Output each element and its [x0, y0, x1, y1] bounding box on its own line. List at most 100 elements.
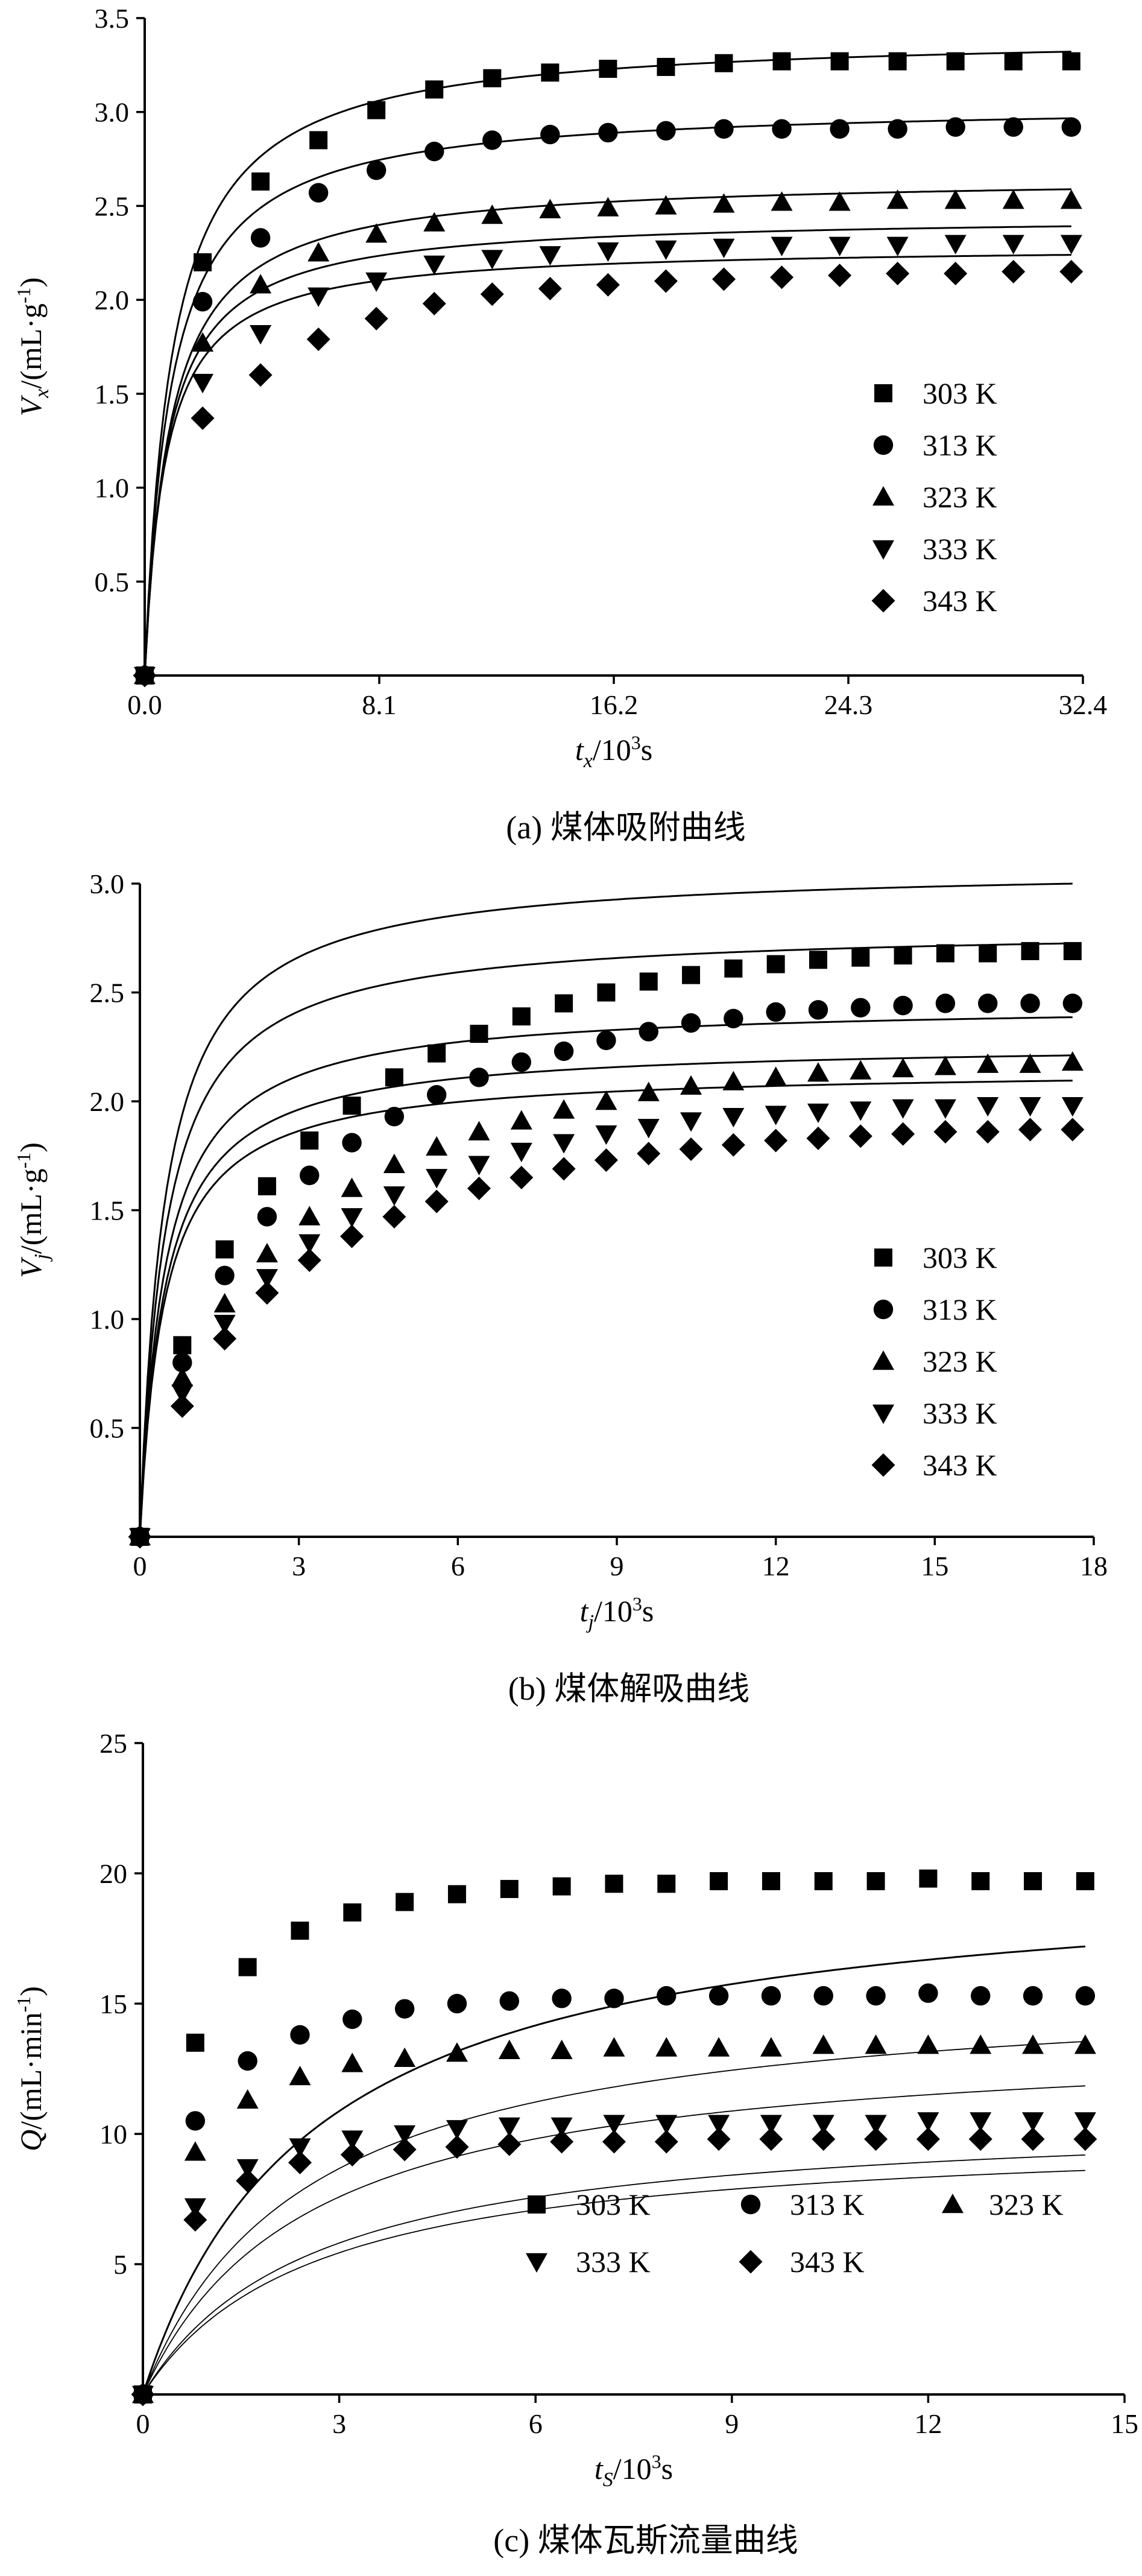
chart-c-point-333K [1074, 2112, 1096, 2132]
chart-a-point-323K [886, 189, 909, 209]
chart-b-point-323K [934, 1055, 956, 1075]
chart-a-x-axis-label: tx/103s [575, 732, 652, 772]
chart-b-point-303K [766, 955, 785, 973]
chart-c-point-333K [917, 2112, 939, 2132]
chart-a-x-axis-label-main: t [575, 733, 584, 767]
chart-a-x-tick-label: 16.2 [590, 689, 639, 720]
chart-b-x-axis-label-rest: /10 [594, 1594, 633, 1628]
chart-b-point-343K [806, 1126, 830, 1150]
chart-c-legend-marker-323K [942, 2194, 964, 2214]
chart-a-point-313K [250, 228, 271, 248]
chart-b-point-343K [933, 1120, 957, 1144]
chart-c-x-axis-label-rest: /10 [613, 2452, 652, 2486]
chart-b: 0 3 6 9 12 15 180.51.01.52.02.53.0tj/103sVj/(m… [13, 869, 1108, 1707]
chart-a-point-303K [772, 52, 791, 71]
chart-c-caption: (c) 煤体瓦斯流量曲线 [493, 2522, 798, 2559]
chart-a-point-323K [423, 212, 446, 232]
chart-b-y-axis-label-rest: /(mL·g [14, 1168, 48, 1254]
chart-c-point-313K [971, 1986, 991, 2006]
chart-b-legend-marker-343K [871, 1453, 895, 1477]
chart-c-point-323K [341, 2052, 364, 2072]
chart-c-y-tick-label: 5 [113, 2249, 127, 2280]
chart-b-point-303K [894, 946, 912, 965]
chart-c-point-323K [394, 2047, 416, 2067]
chart-b-point-333K [341, 1208, 363, 1228]
chart-a-point-313K [656, 121, 676, 141]
chart-a-y-tick-label: 3.0 [95, 97, 130, 128]
chart-c-point-313K [657, 1986, 677, 2006]
chart-b-legend-label: 323 K [923, 1344, 997, 1378]
chart-c-x-axis-label-end: s [661, 2452, 673, 2486]
chart-a-y-axis-label: Vx/(mL·g-1) [13, 277, 53, 417]
chart-c-point-343K [864, 2127, 888, 2151]
chart-a-fit-curve-343K [144, 254, 1071, 676]
chart-a-y-tick-label: 0.5 [95, 566, 130, 597]
chart-b-point-343K [255, 1281, 279, 1305]
chart-a-legend-label: 333 K [923, 532, 997, 566]
chart-c-point-333K [550, 2117, 573, 2138]
chart-c-point-333K [812, 2115, 834, 2135]
chart-b-point-323K [298, 1206, 321, 1226]
chart-b-x-axis-label-sub: j [586, 1611, 594, 1633]
chart-c-point-313K [290, 2025, 310, 2045]
chart-b-legend-marker-313K [873, 1299, 894, 1320]
chart-a-point-333K [886, 236, 909, 256]
chart-b-point-323K [426, 1136, 448, 1156]
chart-a-point-313K [772, 119, 792, 139]
chart-c-point-333K [655, 2115, 678, 2135]
chart-b-point-333K [1061, 1097, 1084, 1117]
chart-c-point-343K [812, 2127, 836, 2151]
chart-a-x-tick-label: 24.3 [824, 689, 873, 720]
chart-b-point-313K [554, 1041, 574, 1062]
chart-b-point-303K [257, 1177, 276, 1195]
chart-c-point-343K [288, 2151, 312, 2175]
chart-c-point-313K [1023, 1986, 1043, 2006]
chart-b-point-343K [297, 1248, 321, 1273]
chart-a-legend-label: 303 K [923, 376, 997, 410]
chart-a-x-tick-label: 32.4 [1059, 689, 1108, 720]
chart-b-x-axis-label-main: t [580, 1594, 589, 1628]
chart-c-point-313K [1075, 1986, 1096, 2006]
chart-c-point-303K [814, 1872, 833, 1890]
chart-c-x-tick-label: 6 [529, 2408, 543, 2439]
chart-a-point-313K [1061, 117, 1081, 137]
chart-b-point-343K [509, 1165, 534, 1189]
chart-a-y-axis-label-sup: -1 [13, 287, 34, 303]
chart-c-y-tick-label: 10 [99, 2119, 127, 2150]
chart-c-point-333K [865, 2115, 887, 2135]
chart-b-y-tick-label: 2.0 [90, 1086, 125, 1117]
chart-a-point-343K [770, 265, 794, 290]
chart-b-point-323K [1061, 1051, 1084, 1071]
chart-c-point-303K [919, 1869, 938, 1888]
chart-a-point-333K [655, 240, 677, 261]
chart-a-legend-label: 323 K [923, 480, 997, 514]
chart-c-point-313K [813, 1986, 833, 2006]
chart-b-x-tick-label: 3 [292, 1551, 306, 1581]
chart-a-point-343K [538, 276, 562, 300]
chart-a-point-333K [597, 242, 619, 262]
chart-c-point-303K [971, 1872, 990, 1890]
chart-b-point-333K [595, 1125, 617, 1145]
chart-c-fit-curve-343K [142, 2169, 1085, 2395]
chart-a-point-333K [539, 246, 561, 266]
chart-c-point-343K [1021, 2127, 1045, 2151]
chart-b-fit-curve-303K [139, 882, 1073, 1537]
chart-b-point-323K [553, 1099, 575, 1119]
chart-c-point-303K [1076, 1872, 1094, 1890]
chart-c-point-323K [708, 2037, 730, 2057]
chart-b-point-303K [300, 1131, 319, 1150]
chart-b-point-313K [511, 1052, 531, 1072]
chart-c-legend: 303 K 313 K 323 K 333 K 343 K [526, 2188, 1064, 2279]
chart-a-point-313K [192, 292, 213, 312]
chart-b-point-343K [382, 1204, 406, 1229]
chart-c-point-343K [707, 2127, 731, 2151]
chart-a-point-313K [714, 119, 734, 139]
chart-a-legend-marker-333K [872, 540, 894, 560]
chart-c-point-313K [185, 2111, 206, 2131]
chart-b-point-343K [467, 1176, 491, 1200]
chart-a-x-tick-label: 8.1 [362, 689, 397, 720]
chart-c-point-303K [447, 1885, 466, 1904]
chart-b-point-343K [213, 1326, 237, 1350]
chart-c-legend-label: 303 K [576, 2188, 651, 2221]
chart-a-caption: (a) 煤体吸附曲线 [506, 809, 745, 846]
